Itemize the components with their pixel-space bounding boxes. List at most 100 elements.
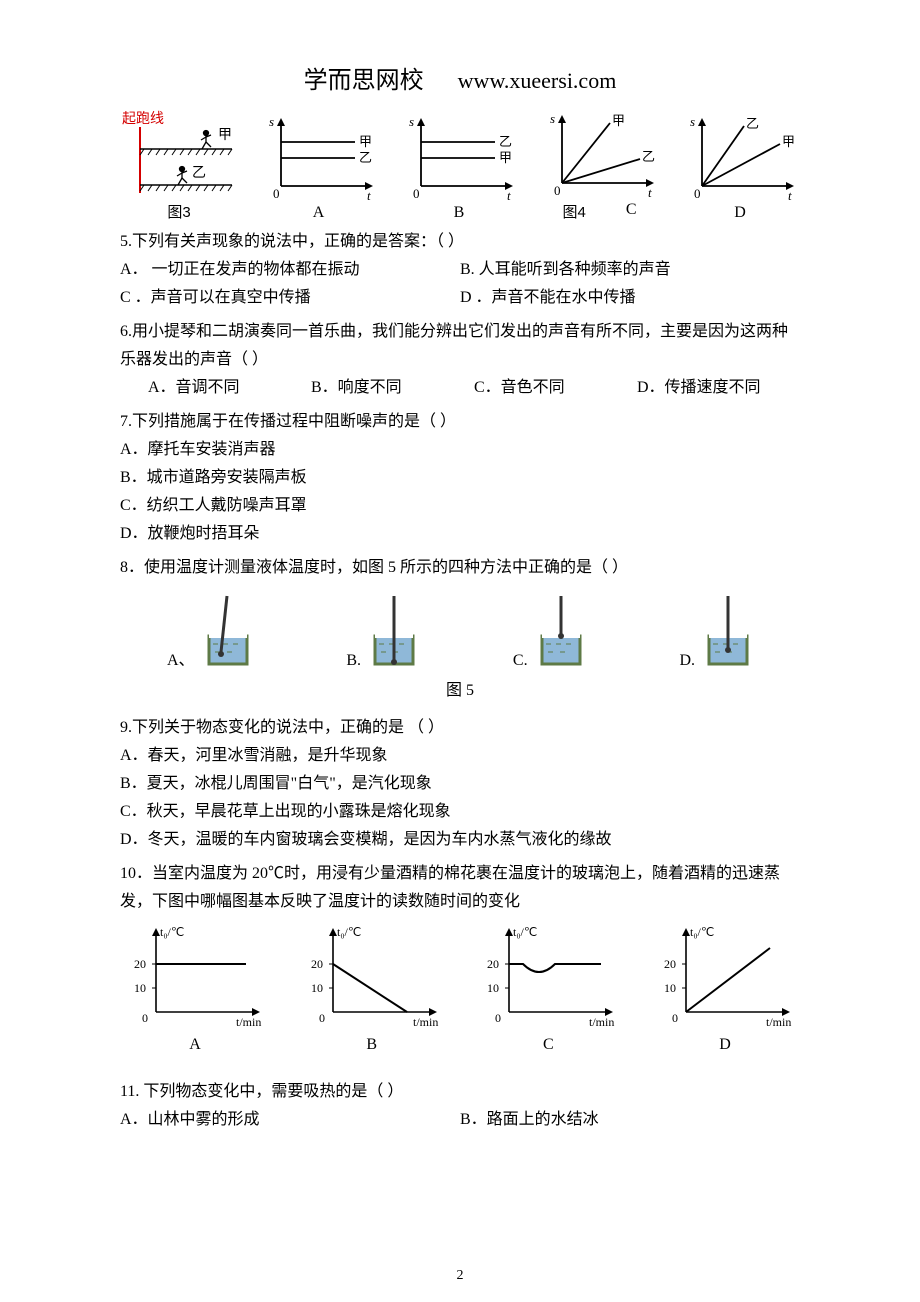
question-6-stem: 6.用小提琴和二胡演奏同一首乐曲，我们能分辨出它们发出的声音有所不同，主要是因为…	[120, 318, 800, 374]
q6-option-B: B．响度不同	[311, 374, 474, 402]
thermo-A-icon	[203, 592, 253, 670]
svg-text:t/min: t/min	[766, 1015, 791, 1029]
svg-text:s: s	[269, 114, 274, 129]
question-10-stem: 10．当室内温度为 20℃时，用浸有少量酒精的棉花裹在温度计的玻璃泡上，随着酒精…	[120, 860, 800, 916]
temp-chart-C: t₀/℃ t/min 20 10 0	[473, 924, 623, 1034]
svg-text:甲: 甲	[499, 150, 512, 165]
question-5-row2: C ．声音可以在真空中传播 D ．声音不能在水中传播	[120, 284, 800, 312]
q10-chart-A: t₀/℃ t/min 20 10 0 A	[120, 924, 270, 1054]
svg-text:s: s	[409, 114, 414, 129]
svg-text:乙: 乙	[746, 116, 759, 131]
q9-option-C: C．秋天，早晨花草上出现的小露珠是熔化现象	[120, 798, 800, 826]
q11-option-A: A．山林中雾的形成	[120, 1106, 460, 1134]
q7-option-D: D．放鞭炮时捂耳朵	[120, 520, 800, 548]
q6-option-C: C．音色不同	[474, 374, 637, 402]
brand-name: 学而思网校	[304, 68, 424, 94]
thermometer-D: D.	[679, 592, 753, 670]
svg-text:20: 20	[311, 957, 323, 971]
svg-text:0: 0	[413, 186, 420, 201]
question-7-options: A．摩托车安装消声器 B．城市道路旁安装隔声板 C．纺织工人戴防噪声耳罩 D．放…	[120, 436, 800, 548]
st-chart-B: s t 0 乙 甲	[399, 112, 519, 202]
svg-text:0: 0	[495, 1011, 501, 1025]
q10-chart-D: t₀/℃ t/min 20 10 0 D	[650, 924, 800, 1054]
question-11-options: A．山林中雾的形成 B．路面上的水结冰	[120, 1106, 800, 1134]
svg-text:0: 0	[554, 183, 561, 198]
svg-text:乙: 乙	[499, 134, 512, 149]
thermo-A-label: A、	[167, 646, 195, 670]
question-6-options: A．音调不同 B．响度不同 C．音色不同 D．传播速度不同	[120, 374, 800, 402]
svg-text:t₀/℃: t₀/℃	[513, 925, 537, 939]
thermo-D-icon	[703, 592, 753, 670]
page-number: 2	[0, 1268, 920, 1284]
runner-top-icon	[201, 131, 211, 150]
brand-url: www.xueersi.com	[458, 68, 617, 93]
thermo-D-label: D.	[679, 652, 695, 670]
q10-chart-B: t₀/℃ t/min 20 10 0 B	[297, 924, 447, 1054]
figure-row-3-4: 起跑线 甲	[120, 109, 800, 222]
svg-text:t: t	[788, 188, 792, 202]
svg-text:甲: 甲	[612, 113, 625, 128]
question-9-stem: 9.下列关于物态变化的说法中，正确的是 （ ）	[120, 714, 800, 742]
question-9-options: A．春天，河里冰雪消融，是升华现象 B．夏天，冰棍儿周围冒"白气"，是汽化现象 …	[120, 742, 800, 854]
temp-chart-A: t₀/℃ t/min 20 10 0	[120, 924, 270, 1034]
figure-3: 起跑线 甲	[120, 109, 238, 222]
svg-text:t₀/℃: t₀/℃	[160, 925, 184, 939]
svg-text:0: 0	[672, 1011, 678, 1025]
svg-text:20: 20	[664, 957, 676, 971]
q10-B-label: B	[366, 1036, 377, 1054]
thermometer-A: A、	[167, 592, 253, 670]
svg-text:t₀/℃: t₀/℃	[337, 925, 361, 939]
q6-option-A: A．音调不同	[148, 374, 311, 402]
thermometer-C: C.	[513, 592, 586, 670]
svg-text:0: 0	[694, 186, 701, 201]
svg-text:20: 20	[134, 957, 146, 971]
figure-4-B: s t 0 乙 甲 B	[399, 112, 519, 222]
figure-5-caption: 图 5	[120, 676, 800, 700]
page-header: 学而思网校 www.xueersi.com	[120, 60, 800, 95]
svg-text:10: 10	[664, 981, 676, 995]
q9-option-A: A．春天，河里冰雪消融，是升华现象	[120, 742, 800, 770]
runner-bottom-icon	[177, 167, 187, 186]
q10-chart-row: t₀/℃ t/min 20 10 0 A t₀/℃ t/min 20 10 0 …	[120, 924, 800, 1054]
svg-text:t₀/℃: t₀/℃	[690, 925, 714, 939]
q11-option-B: B．路面上的水结冰	[460, 1106, 800, 1134]
svg-text:0: 0	[142, 1011, 148, 1025]
q10-D-label: D	[719, 1036, 731, 1054]
svg-text:t: t	[507, 188, 511, 202]
question-5-row1: A． 一切正在发声的物体都在振动 B. 人耳能听到各种频率的声音	[120, 256, 800, 284]
st-chart-D: s t 0 乙 甲	[680, 112, 800, 202]
svg-text:t/min: t/min	[589, 1015, 614, 1029]
q10-C-label: C	[543, 1036, 554, 1054]
figure-4-caption: 图4	[562, 201, 585, 222]
svg-text:t/min: t/min	[413, 1015, 438, 1029]
question-5-stem: 5.下列有关声现象的说法中，正确的是答案：（ ）	[120, 228, 800, 256]
chart-C-label: C	[626, 201, 637, 222]
svg-text:t/min: t/min	[236, 1015, 261, 1029]
q5-option-B: B. 人耳能听到各种频率的声音	[460, 256, 800, 284]
question-11-stem: 11. 下列物态变化中，需要吸热的是（ ）	[120, 1078, 800, 1106]
thermo-C-icon	[536, 592, 586, 670]
svg-text:0: 0	[273, 186, 280, 201]
svg-text:20: 20	[487, 957, 499, 971]
figure-4-C: s t 0 甲 乙 图4 C	[540, 109, 660, 222]
figure-5-row: A、 B. C.	[120, 592, 800, 670]
q5-option-C: C ．声音可以在真空中传播	[120, 284, 460, 312]
q10-chart-C: t₀/℃ t/min 20 10 0 C	[473, 924, 623, 1054]
q9-option-D: D．冬天，温暖的车内窗玻璃会变模糊，是因为车内水蒸气液化的缘故	[120, 826, 800, 854]
chart-D-label: D	[734, 204, 746, 222]
q9-option-B: B．夏天，冰棍儿周围冒"白气"，是汽化现象	[120, 770, 800, 798]
figure-4-A: s t 0 甲 乙 A	[259, 112, 379, 222]
runner-bottom-label: 乙	[192, 165, 206, 181]
svg-text:s: s	[690, 114, 695, 129]
svg-text:乙: 乙	[642, 149, 655, 164]
chart-B-label: B	[454, 204, 465, 222]
thermometer-B: B.	[346, 592, 419, 670]
svg-text:甲: 甲	[782, 134, 795, 149]
svg-text:10: 10	[487, 981, 499, 995]
chart-A-label: A	[313, 204, 325, 222]
start-line-label: 起跑线	[122, 111, 164, 127]
question-8-stem: 8．使用温度计测量液体温度时，如图 5 所示的四种方法中正确的是（ ）	[120, 554, 800, 582]
runner-top-label: 甲	[218, 128, 232, 143]
figure-4-D: s t 0 乙 甲 D	[680, 112, 800, 222]
temp-chart-D: t₀/℃ t/min 20 10 0	[650, 924, 800, 1034]
